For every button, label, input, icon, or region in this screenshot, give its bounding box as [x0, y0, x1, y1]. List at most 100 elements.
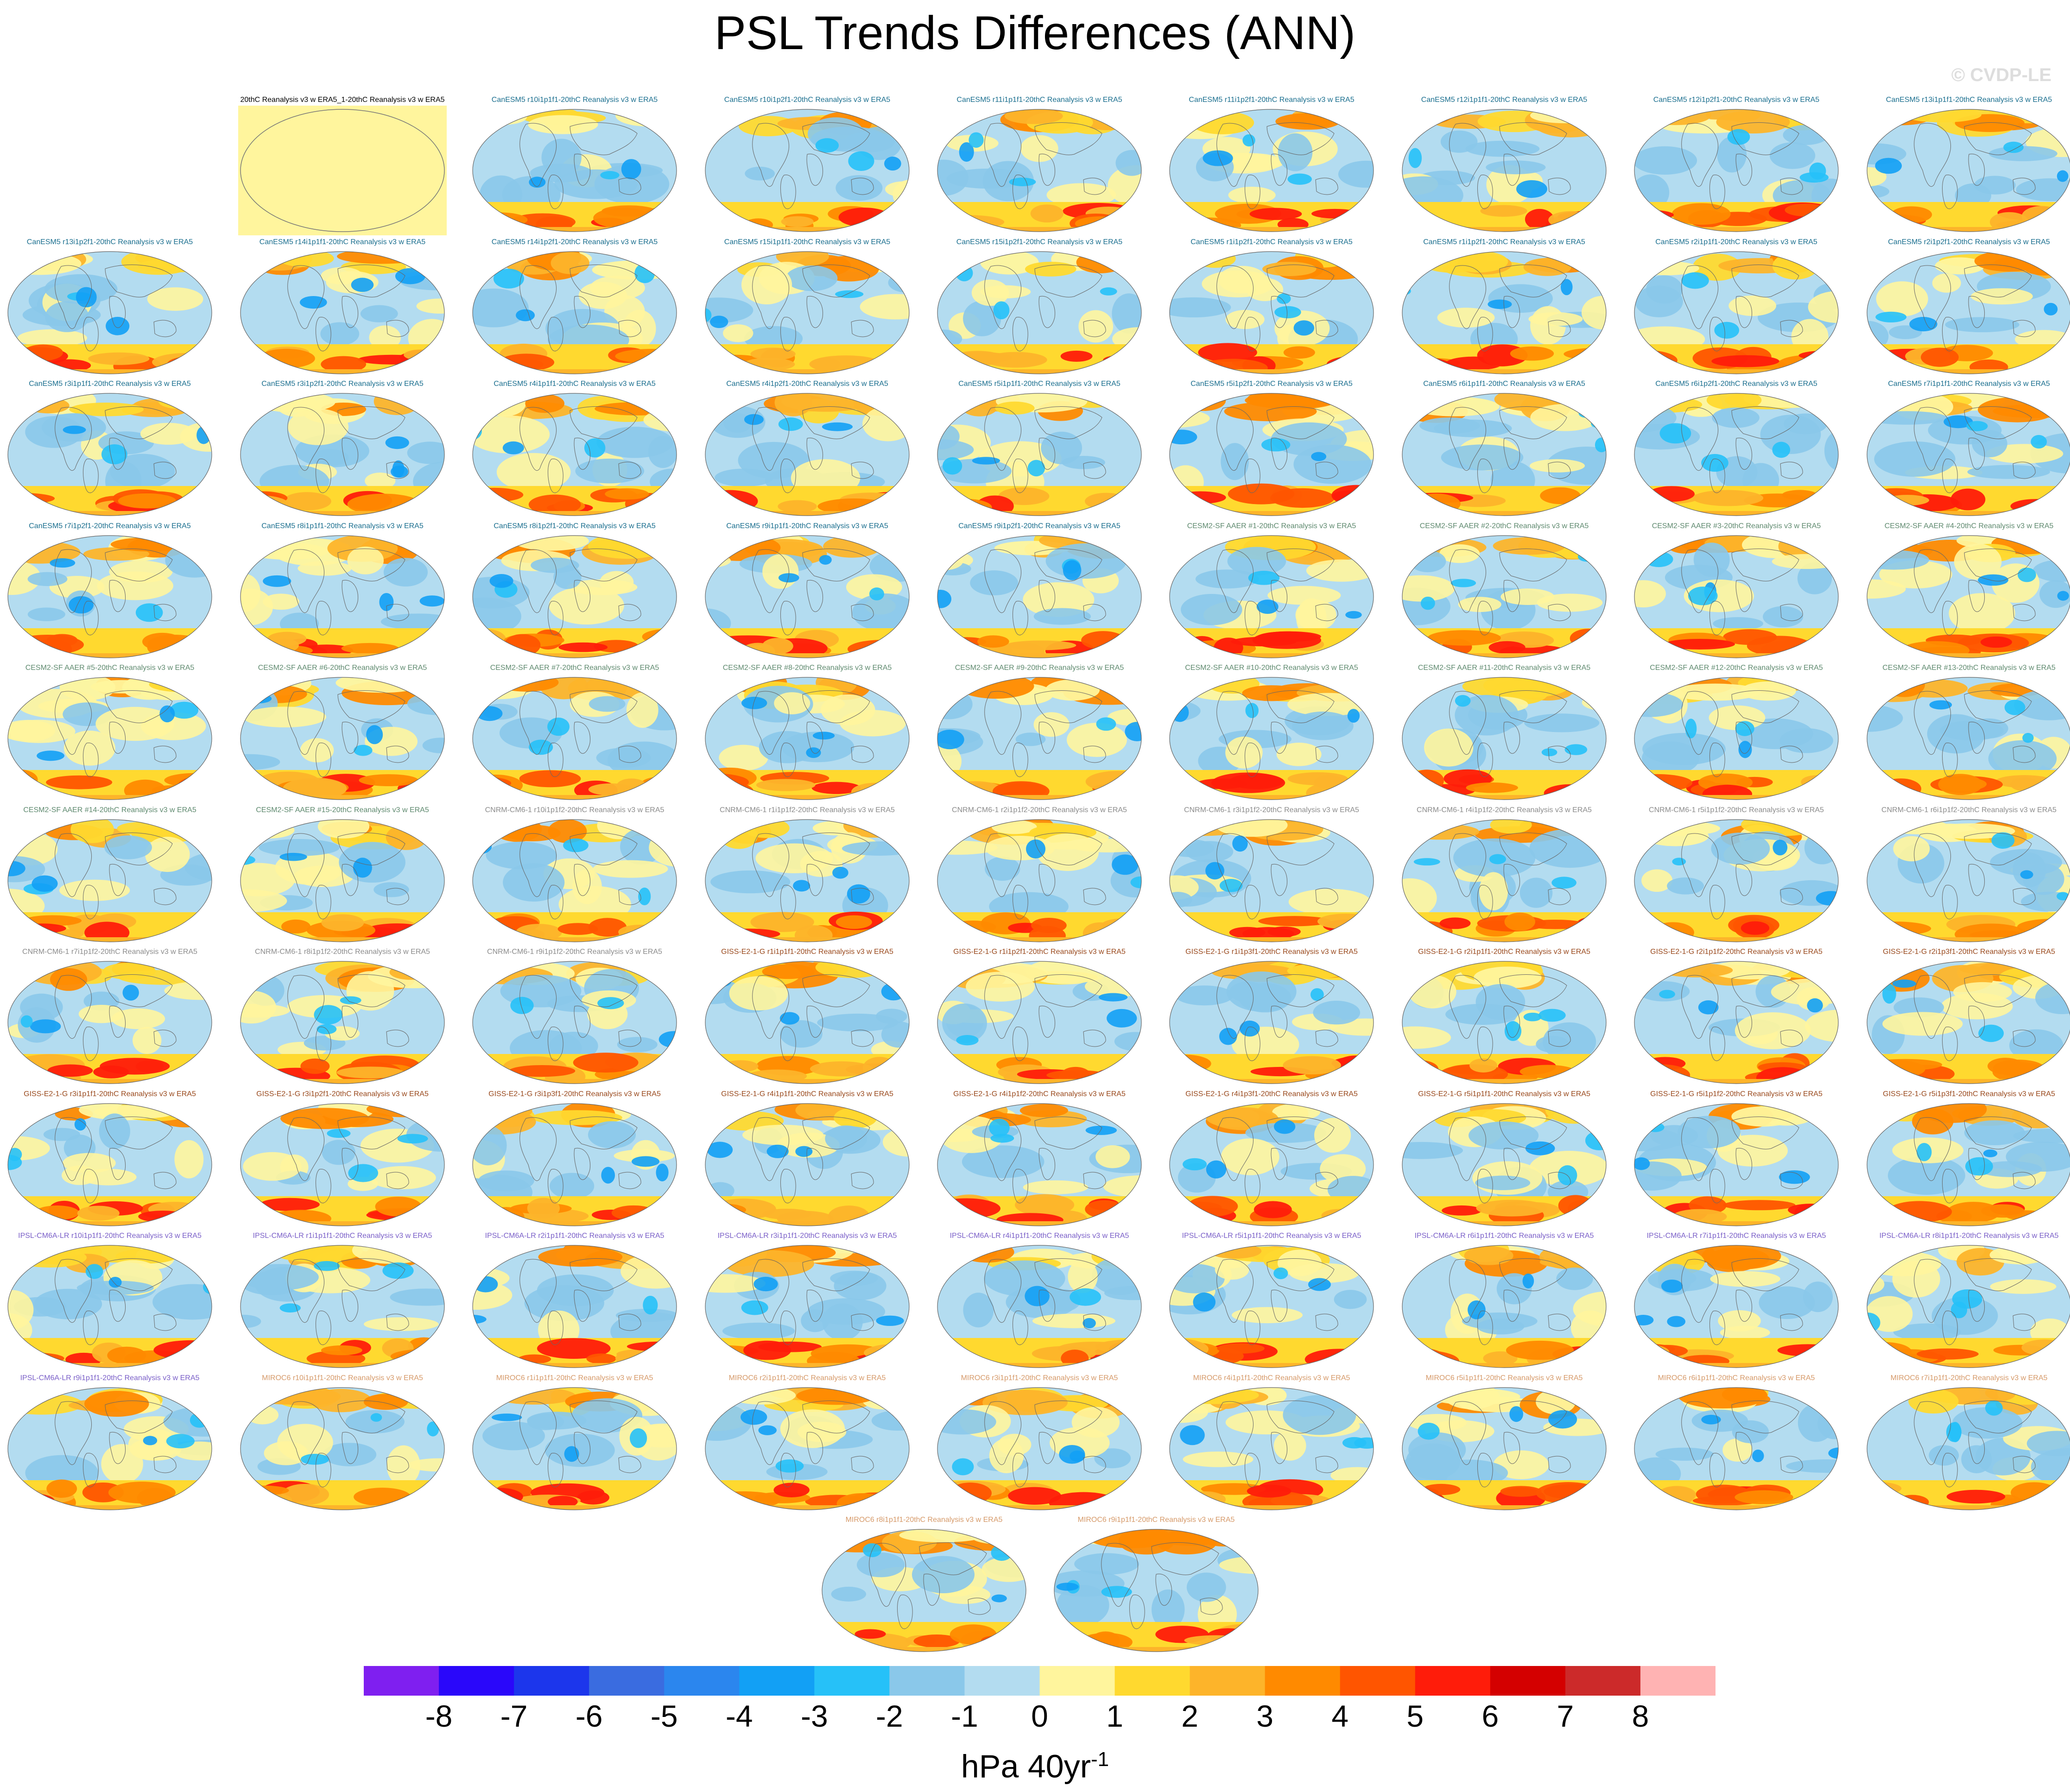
globe-outline — [472, 1245, 677, 1368]
map-panel: GISS-E2-1-G r1i1p3f1-20thC Reanalysis v3… — [1156, 947, 1387, 1089]
map-globe — [7, 961, 212, 1084]
map-globe — [705, 677, 910, 800]
map-panel-title: CESM2-SF AAER #2-20thC Reanalysis v3 w E… — [1419, 522, 1589, 530]
map-panel-title: GISS-E2-1-G r2i1p3f1-20thC Reanalysis v3… — [1883, 948, 2055, 956]
map-globe — [472, 1103, 677, 1226]
units-base: hPa 40yr — [961, 1748, 1091, 1785]
map-globe — [1634, 819, 1839, 942]
map-globe — [472, 109, 677, 232]
globe-outline — [472, 393, 677, 516]
map-panel-title: IPSL-CM6A-LR r9i1p1f1-20thC Reanalysis v… — [20, 1374, 200, 1382]
map-panel: IPSL-CM6A-LR r10i1p1f1-20thC Reanalysis … — [0, 1231, 226, 1373]
map-panel: GISS-E2-1-G r4i1p1f2-20thC Reanalysis v3… — [924, 1090, 1155, 1231]
map-panel-title: CanESM5 r14i1p1f1-20thC Reanalysis v3 w … — [259, 238, 426, 246]
page-title: PSL Trends Differences (ANN) — [714, 6, 1356, 59]
map-panel: CNRM-CM6-1 r10i1p1f2-20thC Reanalysis v3… — [459, 806, 690, 947]
map-panel-title: IPSL-CM6A-LR r6i1p1f1-20thC Reanalysis v… — [1414, 1232, 1594, 1240]
map-panel-title: GISS-E2-1-G r2i1p1f2-20thC Reanalysis v3… — [1650, 948, 1823, 956]
map-panel: CanESM5 r3i1p2f1-20thC Reanalysis v3 w E… — [227, 379, 458, 521]
map-globe — [472, 1387, 677, 1510]
map-globe — [1402, 535, 1607, 658]
globe-outline — [7, 251, 212, 374]
globe-outline — [240, 1387, 445, 1510]
map-panel: CanESM5 r15i1p1f1-20thC Reanalysis v3 w … — [691, 238, 923, 379]
map-panel: CanESM5 r11i1p1f1-20thC Reanalysis v3 w … — [924, 95, 1155, 237]
globe-outline — [1169, 677, 1374, 800]
globe-outline — [705, 819, 910, 942]
globe-outline — [705, 251, 910, 374]
map-panel-title: CNRM-CM6-1 r3i1p1f2-20thC Reanalysis v3 … — [1184, 806, 1359, 814]
map-panel: CanESM5 r7i1p1f1-20thC Reanalysis v3 w E… — [1853, 379, 2070, 521]
map-globe — [1634, 961, 1839, 1084]
map-globe — [240, 1103, 445, 1226]
map-globe — [1867, 961, 2070, 1084]
globe-outline — [937, 1387, 1142, 1510]
map-panel: CanESM5 r5i1p1f1-20thC Reanalysis v3 w E… — [924, 379, 1155, 521]
globe-outline — [705, 1387, 910, 1510]
map-panel: MIROC6 r5i1p1f1-20thC Reanalysis v3 w ER… — [1388, 1374, 1620, 1515]
map-globe — [937, 535, 1142, 658]
map-panel-title: CanESM5 r3i1p1f1-20thC Reanalysis v3 w E… — [29, 380, 191, 388]
globe-outline — [937, 393, 1142, 516]
globe-outline — [472, 961, 677, 1084]
globe-outline — [240, 1103, 445, 1226]
map-panel-title: CESM2-SF AAER #10-20thC Reanalysis v3 w … — [1185, 664, 1358, 672]
colorbar-tick-label: -7 — [500, 1699, 528, 1733]
map-panel-title: CNRM-CM6-1 r2i1p1f2-20thC Reanalysis v3 … — [952, 806, 1127, 814]
colorbar-tick-labels: -8 -7 -6 -5 -4 -3 -2 -1 0 1 2 3 4 5 6 7 8 — [364, 1697, 1716, 1739]
map-panel-title: CanESM5 r8i1p2f1-20thC Reanalysis v3 w E… — [494, 522, 656, 530]
colorbar-tick-label: 3 — [1256, 1699, 1274, 1733]
globe-outline — [240, 393, 445, 516]
map-panel-title: CanESM5 r7i1p1f1-20thC Reanalysis v3 w E… — [1888, 380, 2050, 388]
colorbar-segment — [1415, 1666, 1491, 1696]
globe-outline — [1634, 393, 1839, 516]
map-globe — [7, 1245, 212, 1368]
map-panel: CanESM5 r1i1p2f1-20thC Reanalysis v3 w E… — [1156, 238, 1387, 379]
globe-outline — [1634, 677, 1839, 800]
globe-outline — [1169, 251, 1374, 374]
map-panel-title: CESM2-SF AAER #13-20thC Reanalysis v3 w … — [1882, 664, 2056, 672]
map-panel-title: IPSL-CM6A-LR r7i1p1f1-20thC Reanalysis v… — [1646, 1232, 1826, 1240]
map-panel: CNRM-CM6-1 r4i1p1f2-20thC Reanalysis v3 … — [1388, 806, 1620, 947]
colorbar-segment — [1490, 1666, 1566, 1696]
map-globe — [1169, 961, 1374, 1084]
globe-outline — [240, 677, 445, 800]
map-panel-title: MIROC6 r9i1p1f1-20thC Reanalysis v3 w ER… — [1077, 1516, 1235, 1524]
map-panel: CNRM-CM6-1 r5i1p1f2-20thC Reanalysis v3 … — [1621, 806, 1852, 947]
map-panel: IPSL-CM6A-LR r9i1p1f1-20thC Reanalysis v… — [0, 1374, 226, 1515]
map-panel: IPSL-CM6A-LR r1i1p1f1-20thC Reanalysis v… — [227, 1231, 458, 1373]
map-panel-title: MIROC6 r2i1p1f1-20thC Reanalysis v3 w ER… — [728, 1374, 886, 1382]
map-panel: GISS-E2-1-G r2i1p1f1-20thC Reanalysis v3… — [1388, 947, 1620, 1089]
map-globe — [1402, 961, 1607, 1084]
map-globe — [1169, 819, 1374, 942]
map-panel: CESM2-SF AAER #13-20thC Reanalysis v3 w … — [1853, 663, 2070, 805]
map-panel-title: IPSL-CM6A-LR r4i1p1f1-20thC Reanalysis v… — [950, 1232, 1129, 1240]
map-globe — [937, 677, 1142, 800]
map-globe — [1867, 1103, 2070, 1226]
map-panel: GISS-E2-1-G r1i1p1f1-20thC Reanalysis v3… — [691, 947, 923, 1089]
map-panel: CanESM5 r8i1p2f1-20thC Reanalysis v3 w E… — [459, 522, 690, 663]
map-panel-title: CESM2-SF AAER #8-20thC Reanalysis v3 w E… — [722, 664, 892, 672]
globe-outline — [937, 251, 1142, 374]
map-globe — [1169, 535, 1374, 658]
map-globe — [240, 961, 445, 1084]
map-panel-title: CNRM-CM6-1 r1i1p1f2-20thC Reanalysis v3 … — [720, 806, 895, 814]
map-globe — [1169, 677, 1374, 800]
globe-outline — [1867, 961, 2070, 1084]
map-globe — [472, 393, 677, 516]
map-panel-title: CESM2-SF AAER #7-20thC Reanalysis v3 w E… — [490, 664, 659, 672]
map-globe — [7, 1103, 212, 1226]
map-panel-title: CanESM5 r7i1p2f1-20thC Reanalysis v3 w E… — [29, 522, 191, 530]
globe-outline — [472, 1103, 677, 1226]
map-globe — [1169, 109, 1374, 232]
globe-outline — [1634, 535, 1839, 658]
map-globe — [1402, 109, 1607, 232]
map-globe — [705, 535, 910, 658]
map-globe — [240, 1387, 445, 1510]
map-globe — [1634, 1387, 1839, 1510]
colorbar-tick-label: -3 — [800, 1699, 828, 1733]
map-globe — [7, 1387, 212, 1510]
map-panel: GISS-E2-1-G r3i1p2f1-20thC Reanalysis v3… — [227, 1090, 458, 1231]
map-globe — [1402, 1245, 1607, 1368]
map-panel-title: MIROC6 r8i1p1f1-20thC Reanalysis v3 w ER… — [845, 1516, 1003, 1524]
